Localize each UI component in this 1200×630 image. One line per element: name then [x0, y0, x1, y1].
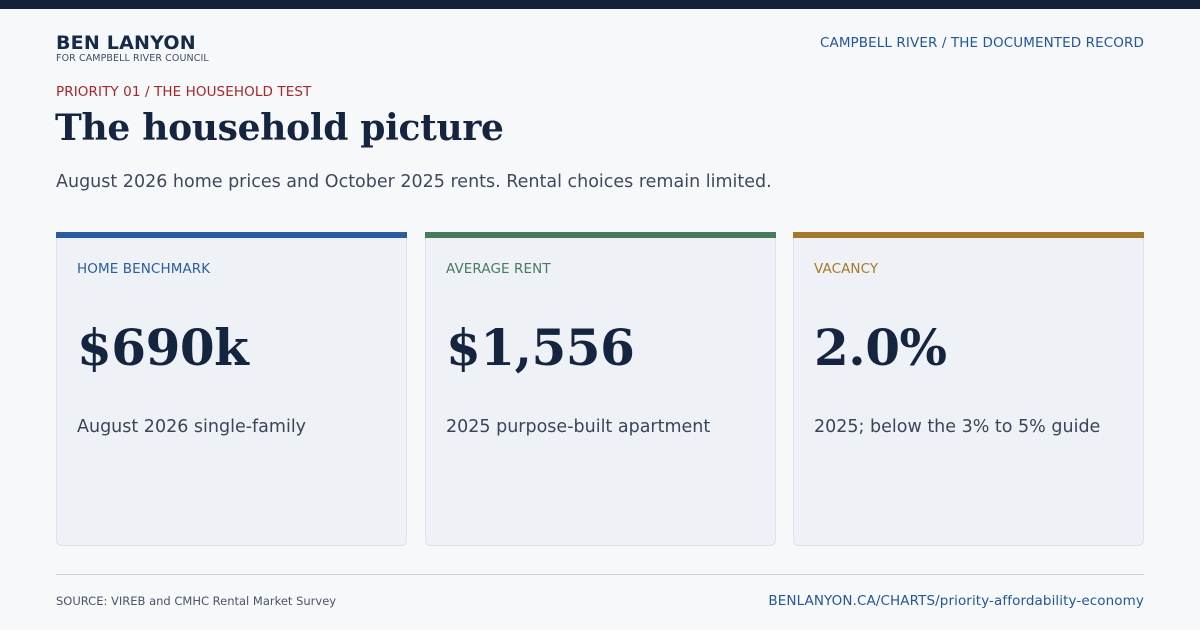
page-subtitle: August 2026 home prices and October 2025… — [56, 172, 772, 192]
candidate-subtitle: FOR CAMPBELL RIVER COUNCIL — [56, 53, 209, 64]
top-bar — [0, 0, 1200, 9]
card-value: $1,556 — [446, 318, 635, 377]
footer-divider — [56, 574, 1144, 575]
card-accent-bar — [56, 232, 407, 238]
brand-block: BEN LANYON FOR CAMPBELL RIVER COUNCIL — [56, 33, 209, 64]
card-value: 2.0% — [814, 318, 947, 377]
card-accent-bar — [793, 232, 1144, 238]
card-label: HOME BENCHMARK — [77, 261, 211, 277]
source-note: SOURCE: VIREB and CMHC Rental Market Sur… — [56, 594, 337, 608]
card-label: AVERAGE RENT — [446, 261, 551, 277]
card-label: VACANCY — [814, 261, 879, 277]
card-accent-bar — [425, 232, 776, 238]
page-title: The household picture — [55, 107, 504, 149]
card-description: 2025; below the 3% to 5% guide — [814, 417, 1101, 437]
candidate-name: BEN LANYON — [56, 32, 196, 54]
card-description: August 2026 single-family — [77, 417, 307, 437]
documented-record-label: CAMPBELL RIVER / THE DOCUMENTED RECORD — [819, 35, 1144, 51]
stat-card-vacancy: VACANCY 2.0% 2025; below the 3% to 5% gu… — [793, 232, 1144, 546]
stat-card-average-rent: AVERAGE RENT $1,556 2025 purpose-built a… — [425, 232, 776, 546]
chart-url-link[interactable]: BENLANYON.CA/CHARTS/priority-affordabili… — [768, 593, 1144, 609]
card-description: 2025 purpose-built apartment — [446, 417, 711, 437]
card-value: $690k — [77, 318, 249, 377]
stat-card-home-benchmark: HOME BENCHMARK $690k August 2026 single-… — [56, 232, 407, 546]
priority-kicker: PRIORITY 01 / THE HOUSEHOLD TEST — [56, 84, 312, 100]
